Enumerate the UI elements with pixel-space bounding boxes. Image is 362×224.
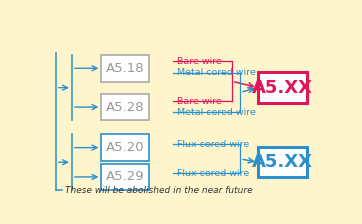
- Text: Flux cored wire: Flux cored wire: [177, 140, 249, 149]
- Text: A5.18: A5.18: [106, 62, 144, 75]
- Text: A5.29: A5.29: [106, 170, 144, 183]
- Text: Metal cored wire: Metal cored wire: [177, 108, 256, 117]
- Text: Bare wire: Bare wire: [177, 57, 222, 66]
- Text: Metal cored wire: Metal cored wire: [177, 68, 256, 77]
- Text: A5.28: A5.28: [106, 101, 144, 114]
- FancyBboxPatch shape: [101, 164, 149, 190]
- Text: A5.XX: A5.XX: [252, 79, 313, 97]
- Text: Bare wire: Bare wire: [177, 97, 222, 106]
- FancyBboxPatch shape: [258, 72, 307, 103]
- Text: A5.XX: A5.XX: [252, 153, 313, 171]
- FancyBboxPatch shape: [101, 134, 149, 161]
- FancyBboxPatch shape: [101, 55, 149, 82]
- Text: A5.20: A5.20: [106, 141, 144, 154]
- Text: Flux cored wire: Flux cored wire: [177, 169, 249, 178]
- FancyBboxPatch shape: [258, 147, 307, 177]
- FancyBboxPatch shape: [101, 94, 149, 121]
- Text: These will be abolished in the near future: These will be abolished in the near futu…: [65, 186, 253, 195]
